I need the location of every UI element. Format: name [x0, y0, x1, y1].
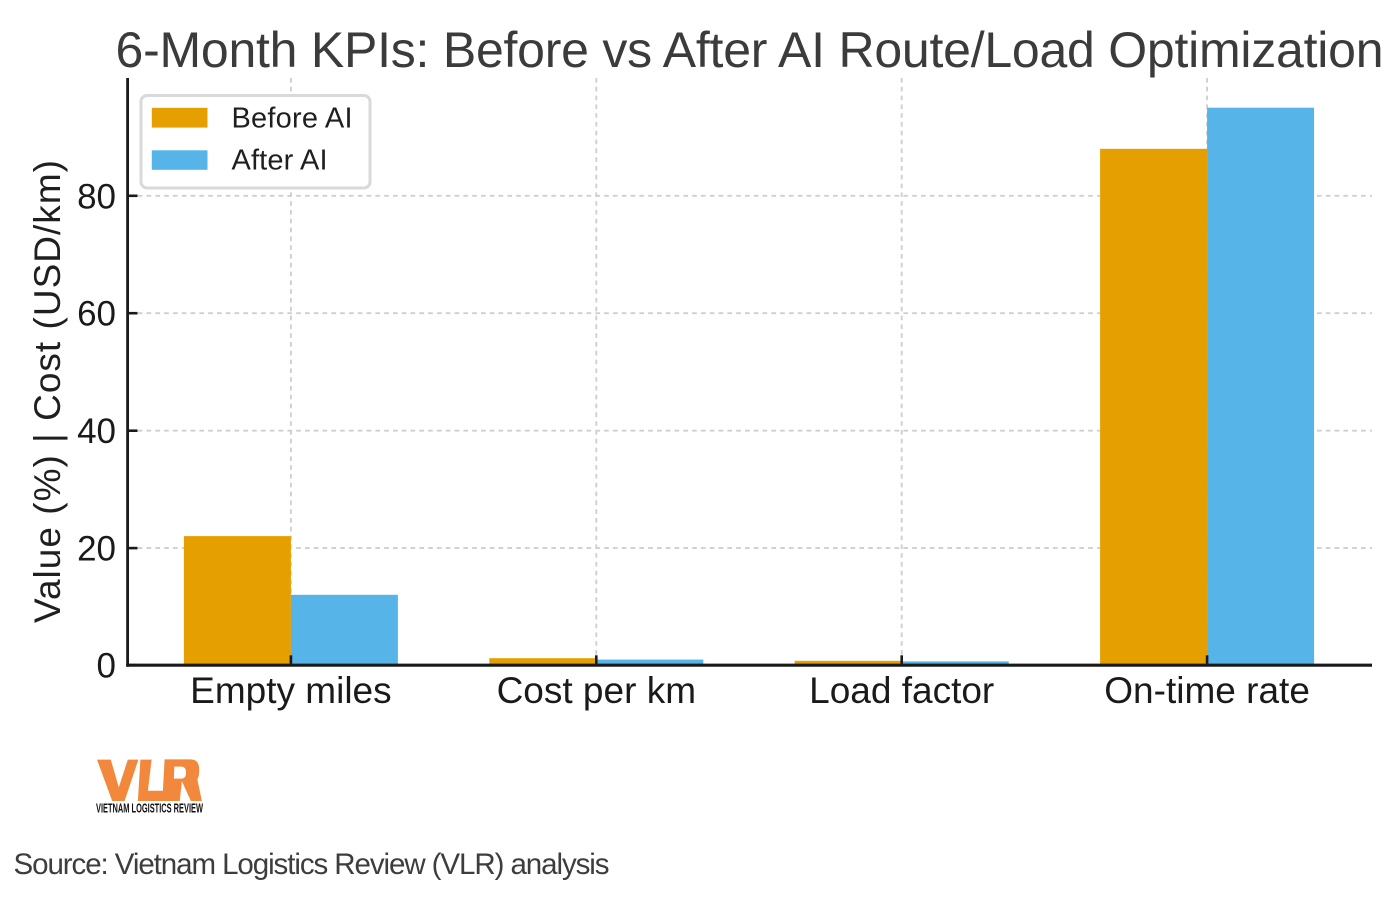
svg-text:VIETNAM LOGISTICS REVIEW: VIETNAM LOGISTICS REVIEW [96, 802, 203, 816]
svg-text:Value (%) | Cost (USD/km): Value (%) | Cost (USD/km) [27, 160, 68, 623]
svg-text:80: 80 [77, 177, 116, 216]
svg-text:Cost per km: Cost per km [497, 670, 696, 711]
svg-text:40: 40 [77, 412, 116, 451]
svg-text:Empty miles: Empty miles [190, 670, 391, 711]
svg-text:Load factor: Load factor [809, 670, 994, 711]
svg-text:Source: Vietnam Logistics Revi: Source: Vietnam Logistics Review (VLR) a… [14, 848, 610, 881]
svg-text:60: 60 [77, 295, 116, 334]
svg-text:0: 0 [97, 647, 116, 686]
svg-text:20: 20 [77, 530, 116, 569]
svg-text:On-time rate: On-time rate [1104, 670, 1310, 711]
svg-text:6-Month KPIs: Before vs After: 6-Month KPIs: Before vs After AI Route/L… [116, 22, 1384, 78]
svg-text:After AI: After AI [232, 145, 328, 177]
svg-text:Before AI: Before AI [232, 102, 353, 134]
